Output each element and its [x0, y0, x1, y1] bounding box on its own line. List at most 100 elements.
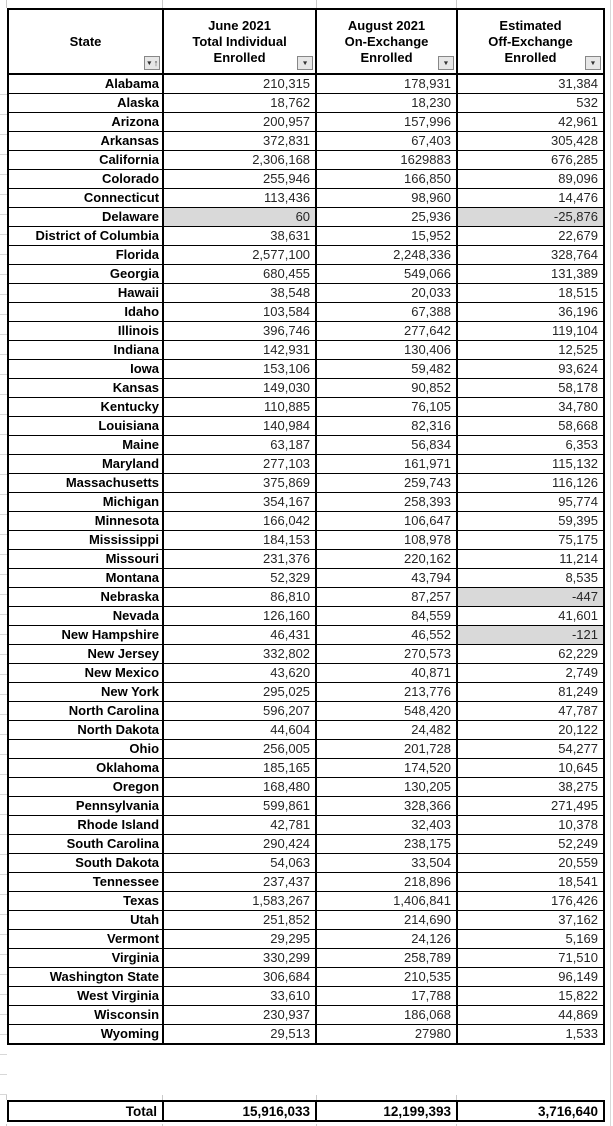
- state-name-cell[interactable]: Tennessee: [6, 872, 165, 892]
- august-on-exchange-cell[interactable]: 214,690: [315, 910, 458, 930]
- state-name-cell[interactable]: Utah: [6, 910, 165, 930]
- off-exchange-cell[interactable]: 119,104: [455, 321, 606, 341]
- column-header-june-enrolled[interactable]: June 2021 Total Individual Enrolled ▼: [162, 8, 318, 75]
- off-exchange-cell[interactable]: 176,426: [455, 891, 606, 911]
- off-exchange-cell[interactable]: 81,249: [455, 682, 606, 702]
- june-enrolled-cell[interactable]: 354,167: [162, 492, 318, 512]
- state-name-cell[interactable]: Maine: [6, 435, 165, 455]
- june-enrolled-cell[interactable]: 86,810: [162, 587, 318, 607]
- june-enrolled-cell[interactable]: 230,937: [162, 1005, 318, 1025]
- june-enrolled-cell[interactable]: 29,513: [162, 1024, 318, 1045]
- off-exchange-cell[interactable]: 38,275: [455, 777, 606, 797]
- august-on-exchange-cell[interactable]: 270,573: [315, 644, 458, 664]
- june-enrolled-cell[interactable]: 680,455: [162, 264, 318, 284]
- august-on-exchange-cell[interactable]: 17,788: [315, 986, 458, 1006]
- state-name-cell[interactable]: Missouri: [6, 549, 165, 569]
- state-name-cell[interactable]: Indiana: [6, 340, 165, 360]
- state-name-cell[interactable]: Wisconsin: [6, 1005, 165, 1025]
- off-exchange-cell[interactable]: 20,122: [455, 720, 606, 740]
- june-enrolled-cell[interactable]: 168,480: [162, 777, 318, 797]
- off-exchange-cell[interactable]: 328,764: [455, 245, 606, 265]
- august-on-exchange-cell[interactable]: 24,126: [315, 929, 458, 949]
- off-exchange-cell[interactable]: 20,559: [455, 853, 606, 873]
- state-name-cell[interactable]: Texas: [6, 891, 165, 911]
- august-on-exchange-cell[interactable]: 76,105: [315, 397, 458, 417]
- june-enrolled-cell[interactable]: 142,931: [162, 340, 318, 360]
- june-enrolled-cell[interactable]: 330,299: [162, 948, 318, 968]
- off-exchange-cell[interactable]: 1,533: [455, 1024, 606, 1045]
- total-june-cell[interactable]: 15,916,033: [162, 1101, 318, 1121]
- june-enrolled-cell[interactable]: 103,584: [162, 302, 318, 322]
- state-name-cell[interactable]: Oregon: [6, 777, 165, 797]
- off-exchange-cell[interactable]: 10,378: [455, 815, 606, 835]
- state-name-cell[interactable]: Wyoming: [6, 1024, 165, 1045]
- june-enrolled-cell[interactable]: 1,583,267: [162, 891, 318, 911]
- total-label-cell[interactable]: Total: [6, 1101, 165, 1121]
- filter-button-off-exchange[interactable]: ▼: [585, 56, 601, 70]
- august-on-exchange-cell[interactable]: 108,978: [315, 530, 458, 550]
- june-enrolled-cell[interactable]: 290,424: [162, 834, 318, 854]
- august-on-exchange-cell[interactable]: 32,403: [315, 815, 458, 835]
- august-on-exchange-cell[interactable]: 18,230: [315, 93, 458, 113]
- state-name-cell[interactable]: Nebraska: [6, 587, 165, 607]
- august-on-exchange-cell[interactable]: 59,482: [315, 359, 458, 379]
- state-name-cell[interactable]: Hawaii: [6, 283, 165, 303]
- state-name-cell[interactable]: Alabama: [6, 73, 165, 94]
- state-name-cell[interactable]: Virginia: [6, 948, 165, 968]
- state-name-cell[interactable]: Pennsylvania: [6, 796, 165, 816]
- june-enrolled-cell[interactable]: 210,315: [162, 73, 318, 94]
- off-exchange-cell[interactable]: 116,126: [455, 473, 606, 493]
- june-enrolled-cell[interactable]: 42,781: [162, 815, 318, 835]
- august-on-exchange-cell[interactable]: 46,552: [315, 625, 458, 645]
- off-exchange-cell[interactable]: 42,961: [455, 112, 606, 132]
- june-enrolled-cell[interactable]: 2,306,168: [162, 150, 318, 170]
- state-name-cell[interactable]: Washington State: [6, 967, 165, 987]
- august-on-exchange-cell[interactable]: 1629883: [315, 150, 458, 170]
- off-exchange-cell[interactable]: 6,353: [455, 435, 606, 455]
- august-on-exchange-cell[interactable]: 549,066: [315, 264, 458, 284]
- august-on-exchange-cell[interactable]: 174,520: [315, 758, 458, 778]
- off-exchange-cell[interactable]: 44,869: [455, 1005, 606, 1025]
- june-enrolled-cell[interactable]: 149,030: [162, 378, 318, 398]
- state-name-cell[interactable]: Rhode Island: [6, 815, 165, 835]
- june-enrolled-cell[interactable]: 52,329: [162, 568, 318, 588]
- june-enrolled-cell[interactable]: 200,957: [162, 112, 318, 132]
- august-on-exchange-cell[interactable]: 90,852: [315, 378, 458, 398]
- state-name-cell[interactable]: District of Columbia: [6, 226, 165, 246]
- state-name-cell[interactable]: Georgia: [6, 264, 165, 284]
- august-on-exchange-cell[interactable]: 56,834: [315, 435, 458, 455]
- august-on-exchange-cell[interactable]: 213,776: [315, 682, 458, 702]
- off-exchange-cell[interactable]: -25,876: [455, 207, 606, 227]
- june-enrolled-cell[interactable]: 126,160: [162, 606, 318, 626]
- off-exchange-cell[interactable]: 10,645: [455, 758, 606, 778]
- off-exchange-cell[interactable]: 37,162: [455, 910, 606, 930]
- june-enrolled-cell[interactable]: 255,946: [162, 169, 318, 189]
- state-name-cell[interactable]: Massachusetts: [6, 473, 165, 493]
- total-off-exchange-cell[interactable]: 3,716,640: [455, 1101, 606, 1121]
- off-exchange-cell[interactable]: 12,525: [455, 340, 606, 360]
- state-name-cell[interactable]: Arkansas: [6, 131, 165, 151]
- off-exchange-cell[interactable]: 676,285: [455, 150, 606, 170]
- column-header-august-on-exchange[interactable]: August 2021 On-Exchange Enrolled ▼: [315, 8, 458, 75]
- state-name-cell[interactable]: Mississippi: [6, 530, 165, 550]
- june-enrolled-cell[interactable]: 375,869: [162, 473, 318, 493]
- june-enrolled-cell[interactable]: 237,437: [162, 872, 318, 892]
- state-name-cell[interactable]: West Virginia: [6, 986, 165, 1006]
- off-exchange-cell[interactable]: 18,541: [455, 872, 606, 892]
- column-header-off-exchange[interactable]: Estimated Off-Exchange Enrolled ▼: [455, 8, 606, 75]
- state-name-cell[interactable]: North Dakota: [6, 720, 165, 740]
- state-name-cell[interactable]: New Jersey: [6, 644, 165, 664]
- state-name-cell[interactable]: Iowa: [6, 359, 165, 379]
- august-on-exchange-cell[interactable]: 201,728: [315, 739, 458, 759]
- august-on-exchange-cell[interactable]: 210,535: [315, 967, 458, 987]
- june-enrolled-cell[interactable]: 231,376: [162, 549, 318, 569]
- state-name-cell[interactable]: Kentucky: [6, 397, 165, 417]
- august-on-exchange-cell[interactable]: 87,257: [315, 587, 458, 607]
- august-on-exchange-cell[interactable]: 157,996: [315, 112, 458, 132]
- june-enrolled-cell[interactable]: 33,610: [162, 986, 318, 1006]
- august-on-exchange-cell[interactable]: 258,789: [315, 948, 458, 968]
- off-exchange-cell[interactable]: 58,668: [455, 416, 606, 436]
- off-exchange-cell[interactable]: 22,679: [455, 226, 606, 246]
- june-enrolled-cell[interactable]: 113,436: [162, 188, 318, 208]
- state-name-cell[interactable]: Nevada: [6, 606, 165, 626]
